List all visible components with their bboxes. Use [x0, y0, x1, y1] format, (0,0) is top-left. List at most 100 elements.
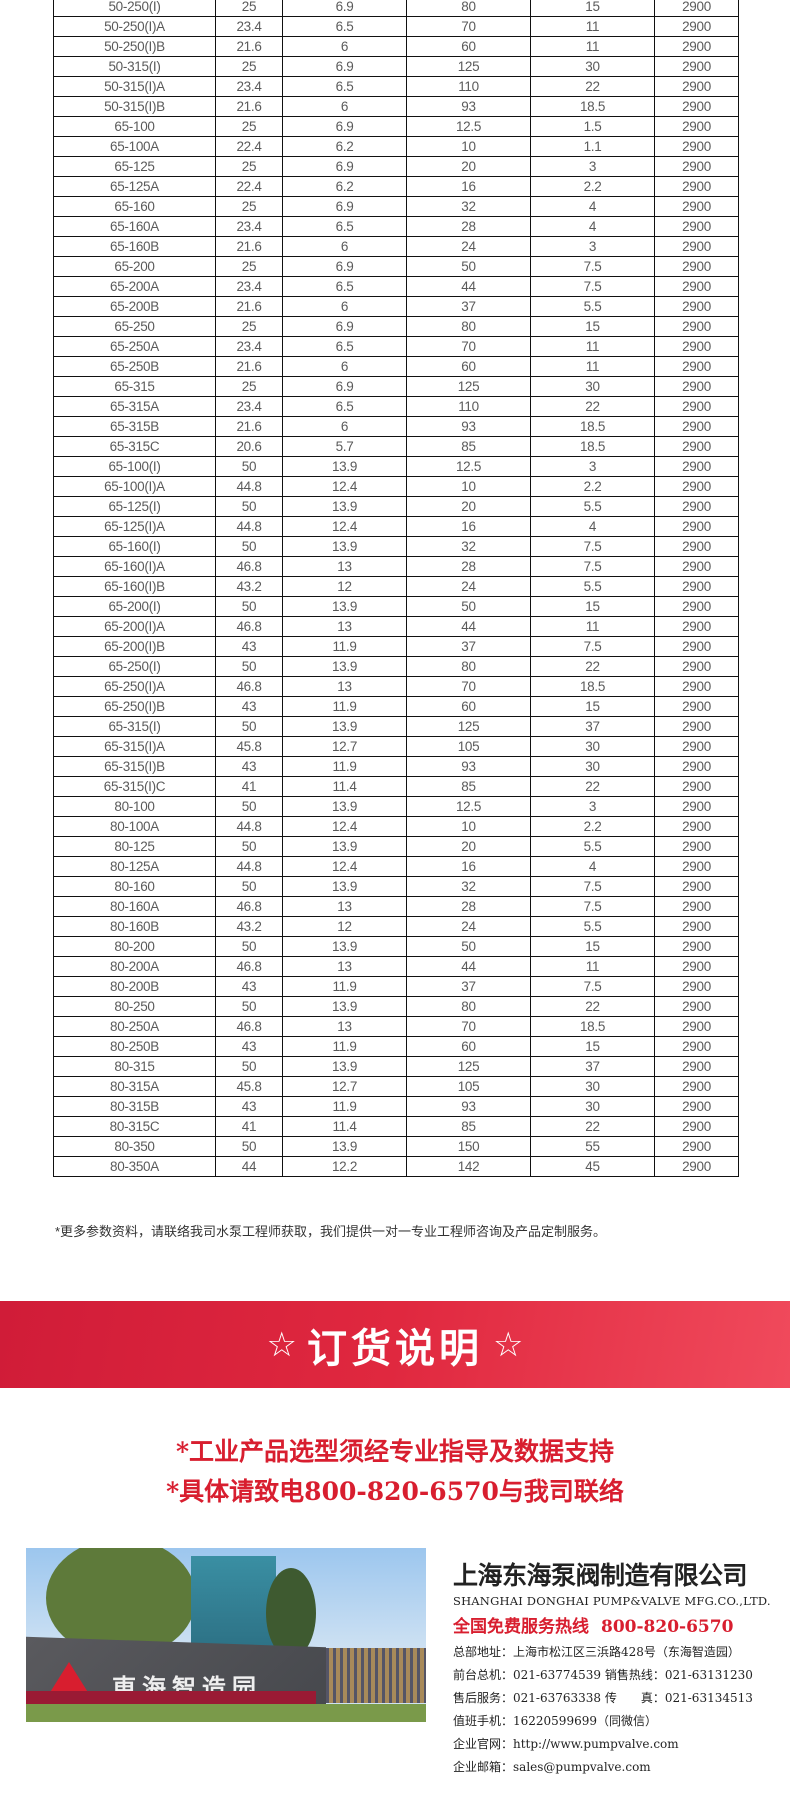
table-cell: 2900 — [654, 216, 739, 237]
table-row: 80-100 50 13.9 12.5 3 2900 — [53, 796, 739, 817]
company-info: 上海东海泵阀制造有限公司 SHANGHAI DONGHAI PUMP&VALVE… — [453, 1556, 771, 1775]
table-cell: 70 — [406, 1016, 531, 1037]
table-row: 65-100A 22.4 6.2 10 1.1 2900 — [53, 136, 739, 157]
table-cell: 45.8 — [215, 736, 283, 757]
table-row: 80-160A 46.8 13 28 7.5 2900 — [53, 896, 739, 917]
table-cell: 28 — [406, 216, 531, 237]
table-cell: 2900 — [654, 416, 739, 437]
table-cell: 25 — [215, 116, 283, 137]
table-cell: 80-100A — [53, 816, 216, 837]
table-cell: 7.5 — [530, 256, 655, 277]
table-cell: 2900 — [654, 156, 739, 177]
table-cell: 24 — [406, 916, 531, 937]
table-cell: 2900 — [654, 936, 739, 957]
table-cell: 7.5 — [530, 556, 655, 577]
table-row: 65-160(I) 50 13.9 32 7.5 2900 — [53, 536, 739, 557]
table-cell: 50 — [215, 996, 283, 1017]
table-cell: 32 — [406, 196, 531, 217]
table-cell: 65-315(I)A — [53, 736, 216, 757]
table-cell: 18.5 — [530, 436, 655, 457]
table-cell: 6 — [282, 36, 407, 57]
table-cell: 18.5 — [530, 1016, 655, 1037]
table-cell: 2900 — [654, 76, 739, 97]
table-cell: 15 — [530, 936, 655, 957]
table-cell: 65-125 — [53, 156, 216, 177]
table-cell: 43.2 — [215, 916, 283, 937]
table-cell: 5.5 — [530, 496, 655, 517]
table-cell: 5.5 — [530, 836, 655, 857]
table-cell: 6.9 — [282, 156, 407, 177]
table-cell: 44 — [406, 616, 531, 637]
company-name: 上海东海泵阀制造有限公司 — [453, 1561, 748, 1590]
table-cell: 5.5 — [530, 296, 655, 317]
table-cell: 50-250(I)B — [53, 36, 216, 57]
table-cell: 20.6 — [215, 436, 283, 457]
website-link[interactable]: 企业官网：http://www.pumpvalve.com — [453, 1737, 679, 1751]
hotline-number[interactable]: 800-820-6570 — [601, 1617, 734, 1637]
table-cell: 15 — [530, 0, 655, 17]
table-row: 50-315(I)B 21.6 6 93 18.5 2900 — [53, 96, 739, 117]
table-cell: 125 — [406, 1056, 531, 1077]
table-row: 80-200A 46.8 13 44 11 2900 — [53, 956, 739, 977]
table-cell: 37 — [406, 636, 531, 657]
table-cell: 37 — [530, 1056, 655, 1077]
table-cell: 6.9 — [282, 316, 407, 337]
table-cell: 22.4 — [215, 136, 283, 157]
table-cell: 105 — [406, 1076, 531, 1097]
table-cell: 7.5 — [530, 276, 655, 297]
table-cell: 110 — [406, 76, 531, 97]
table-row: 80-160B 43.2 12 24 5.5 2900 — [53, 916, 739, 937]
table-cell: 2900 — [654, 436, 739, 457]
email-link[interactable]: 企业邮箱：sales@pumpvalve.com — [453, 1760, 651, 1774]
table-row: 65-250(I) 50 13.9 80 22 2900 — [53, 656, 739, 677]
table-cell: 25 — [215, 316, 283, 337]
table-cell: 80-200 — [53, 936, 216, 957]
table-cell: 2900 — [654, 376, 739, 397]
table-cell: 13.9 — [282, 456, 407, 477]
table-cell: 80 — [406, 656, 531, 677]
table-cell: 15 — [530, 696, 655, 717]
table-cell: 2900 — [654, 336, 739, 357]
table-cell: 2900 — [654, 616, 739, 637]
table-cell: 2900 — [654, 56, 739, 77]
table-cell: 12.7 — [282, 1076, 407, 1097]
table-cell: 2900 — [654, 276, 739, 297]
table-cell: 6.9 — [282, 116, 407, 137]
table-cell: 2900 — [654, 736, 739, 757]
table-row: 65-160A 23.4 6.5 28 4 2900 — [53, 216, 739, 237]
table-row: 65-160(I)B 43.2 12 24 5.5 2900 — [53, 576, 739, 597]
table-cell: 50 — [215, 656, 283, 677]
table-cell: 50 — [406, 596, 531, 617]
table-cell: 2900 — [654, 1016, 739, 1037]
table-row: 65-315A 23.4 6.5 110 22 2900 — [53, 396, 739, 417]
table-cell: 2900 — [654, 296, 739, 317]
table-cell: 2900 — [654, 0, 739, 17]
table-cell: 22.4 — [215, 176, 283, 197]
table-cell: 21.6 — [215, 416, 283, 437]
table-cell: 41 — [215, 1116, 283, 1137]
table-cell: 50-250(I)A — [53, 16, 216, 37]
table-row: 65-315(I) 50 13.9 125 37 2900 — [53, 716, 739, 737]
table-cell: 80-160 — [53, 876, 216, 897]
table-cell: 6 — [282, 296, 407, 317]
table-cell: 93 — [406, 1096, 531, 1117]
table-cell: 80-315B — [53, 1096, 216, 1117]
table-cell: 2900 — [654, 956, 739, 977]
table-cell: 2900 — [654, 496, 739, 517]
table-row: 65-125(I) 50 13.9 20 5.5 2900 — [53, 496, 739, 517]
table-cell: 5.5 — [530, 576, 655, 597]
table-cell: 2900 — [654, 916, 739, 937]
table-cell: 6.5 — [282, 16, 407, 37]
table-cell: 11.4 — [282, 1116, 407, 1137]
table-cell: 18.5 — [530, 96, 655, 117]
table-cell: 2900 — [654, 996, 739, 1017]
table-cell: 25 — [215, 376, 283, 397]
table-cell: 30 — [530, 736, 655, 757]
table-cell: 37 — [406, 976, 531, 997]
table-cell: 22 — [530, 1116, 655, 1137]
table-cell: 65-160B — [53, 236, 216, 257]
table-cell: 65-250(I)B — [53, 696, 216, 717]
table-cell: 110 — [406, 396, 531, 417]
table-cell: 12.4 — [282, 476, 407, 497]
table-cell: 7.5 — [530, 536, 655, 557]
